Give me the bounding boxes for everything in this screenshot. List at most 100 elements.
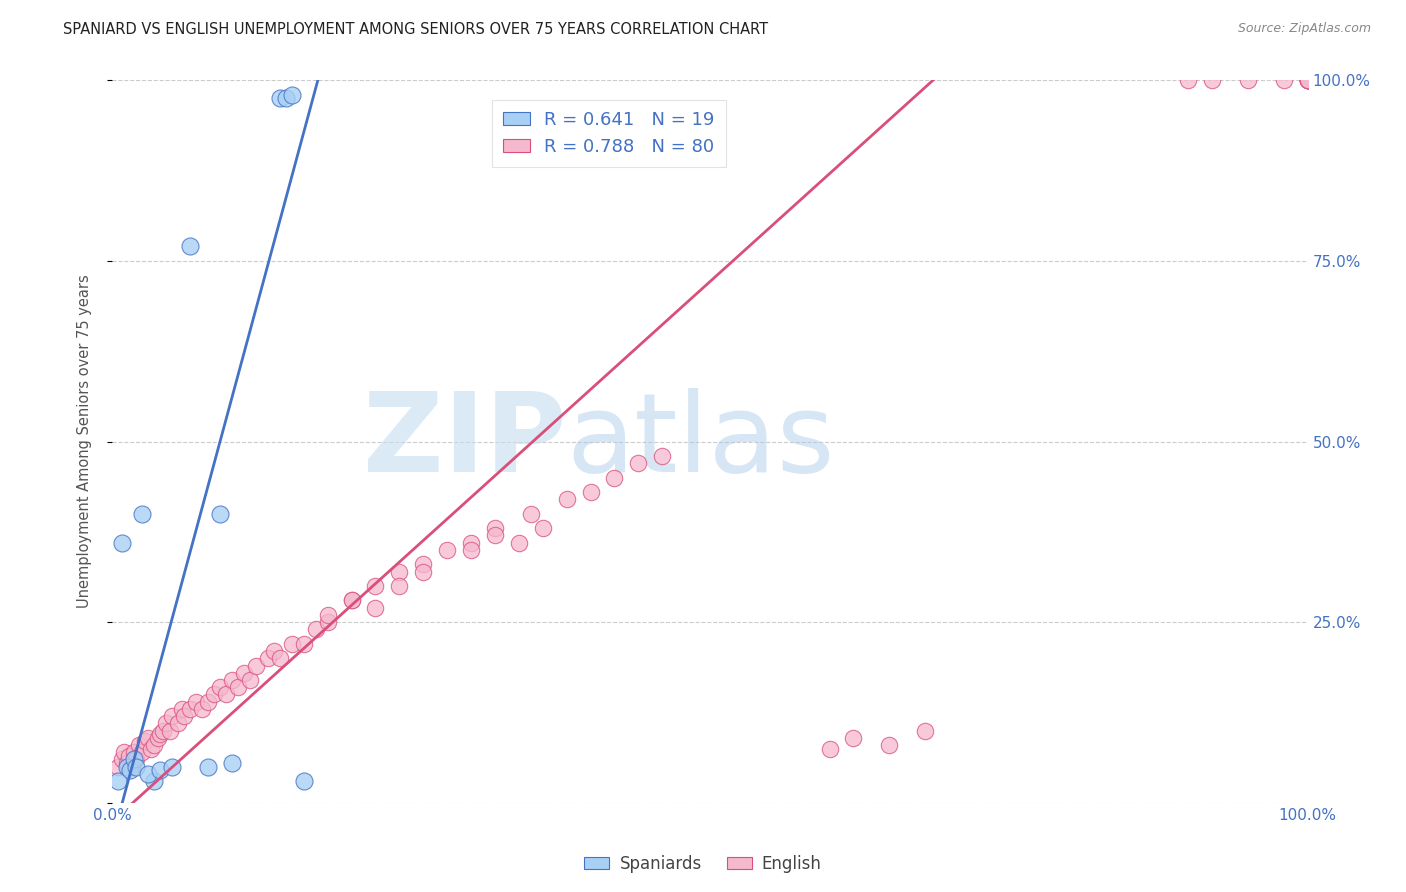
Point: [239, 673, 262, 687]
Legend: Spaniards, English: Spaniards, English: [578, 848, 828, 880]
Point: [364, 579, 387, 593]
Point: [340, 593, 363, 607]
Point: [197, 695, 219, 709]
Point: [305, 623, 328, 637]
Text: ZIP: ZIP: [363, 388, 567, 495]
Point: [202, 687, 225, 701]
Point: [146, 731, 169, 745]
Point: [125, 752, 148, 766]
Point: [1296, 73, 1319, 87]
Point: [114, 745, 135, 759]
Point: [316, 607, 339, 622]
Point: [555, 492, 578, 507]
Point: [316, 615, 339, 630]
Point: [1296, 73, 1319, 87]
Point: [1296, 73, 1319, 87]
Point: [364, 600, 387, 615]
Text: SPANIARD VS ENGLISH UNEMPLOYMENT AMONG SENIORS OVER 75 YEARS CORRELATION CHART: SPANIARD VS ENGLISH UNEMPLOYMENT AMONG S…: [63, 22, 769, 37]
Point: [209, 680, 232, 694]
Point: [842, 731, 865, 745]
Point: [143, 738, 166, 752]
Point: [257, 651, 280, 665]
Point: [221, 756, 243, 770]
Point: [245, 658, 267, 673]
Point: [122, 745, 145, 759]
Point: [122, 752, 145, 766]
Point: [1296, 73, 1319, 87]
Legend: R = 0.641   N = 19, R = 0.788   N = 80: R = 0.641 N = 19, R = 0.788 N = 80: [492, 100, 725, 167]
Point: [388, 579, 411, 593]
Point: [115, 756, 138, 770]
Point: [520, 507, 543, 521]
Y-axis label: Unemployment Among Seniors over 75 years: Unemployment Among Seniors over 75 years: [77, 275, 91, 608]
Point: [436, 542, 458, 557]
Point: [412, 558, 434, 572]
Point: [128, 738, 150, 752]
Point: [134, 734, 156, 748]
Point: [460, 535, 482, 549]
Point: [1296, 73, 1319, 87]
Point: [1201, 73, 1223, 87]
Point: [1296, 73, 1319, 87]
Point: [115, 760, 138, 774]
Point: [121, 760, 143, 774]
Point: [173, 709, 195, 723]
Point: [215, 687, 238, 701]
Point: [186, 695, 208, 709]
Point: [167, 716, 190, 731]
Point: [118, 748, 141, 763]
Point: [627, 456, 650, 470]
Point: [269, 651, 291, 665]
Point: [263, 644, 285, 658]
Point: [149, 764, 172, 778]
Point: [149, 727, 172, 741]
Point: [131, 745, 153, 759]
Point: [107, 760, 129, 774]
Point: [508, 535, 530, 549]
Point: [460, 542, 482, 557]
Point: [233, 665, 256, 680]
Point: [111, 752, 134, 766]
Point: [139, 741, 162, 756]
Point: [292, 774, 315, 789]
Point: [155, 716, 177, 731]
Point: [274, 91, 297, 105]
Point: [603, 471, 626, 485]
Point: [125, 760, 148, 774]
Point: [292, 637, 315, 651]
Point: [412, 565, 434, 579]
Point: [879, 738, 901, 752]
Point: [107, 774, 129, 789]
Point: [131, 507, 153, 521]
Point: [651, 449, 673, 463]
Point: [138, 731, 160, 745]
Point: [143, 774, 166, 789]
Text: Source: ZipAtlas.com: Source: ZipAtlas.com: [1237, 22, 1371, 36]
Text: atlas: atlas: [567, 388, 835, 495]
Point: [162, 760, 183, 774]
Point: [531, 521, 554, 535]
Point: [152, 723, 174, 738]
Point: [340, 593, 363, 607]
Point: [111, 535, 134, 549]
Point: [179, 239, 201, 253]
Point: [1177, 73, 1199, 87]
Point: [170, 702, 193, 716]
Point: [162, 709, 183, 723]
Point: [281, 87, 304, 102]
Point: [1296, 73, 1319, 87]
Point: [281, 637, 304, 651]
Point: [209, 507, 232, 521]
Point: [120, 764, 142, 778]
Point: [388, 565, 411, 579]
Point: [914, 723, 936, 738]
Point: [818, 741, 841, 756]
Point: [1237, 73, 1260, 87]
Point: [221, 673, 243, 687]
Point: [1272, 73, 1295, 87]
Point: [179, 702, 201, 716]
Point: [1296, 73, 1319, 87]
Point: [579, 485, 602, 500]
Point: [484, 528, 506, 542]
Point: [191, 702, 214, 716]
